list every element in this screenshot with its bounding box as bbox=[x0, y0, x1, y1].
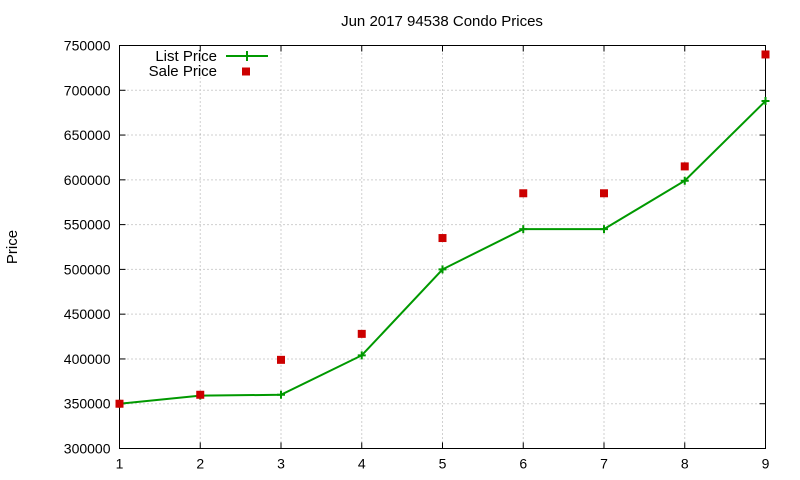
legend-label-list-price: List Price bbox=[155, 48, 217, 65]
legend-marker-sale-price bbox=[242, 67, 250, 76]
legend-label-sale-price: Sale Price bbox=[149, 63, 217, 80]
series bbox=[115, 50, 770, 408]
data-point-list-price bbox=[680, 176, 689, 185]
data-point-sale-price bbox=[519, 189, 528, 198]
y-tick-label: 450000 bbox=[64, 306, 111, 322]
y-tick-label: 700000 bbox=[64, 82, 111, 98]
x-tick-label: 8 bbox=[681, 456, 689, 472]
y-tick-label: 350000 bbox=[64, 396, 111, 412]
data-point-sale-price bbox=[357, 329, 366, 338]
x-tick-label: 3 bbox=[277, 456, 285, 472]
data-point-list-price bbox=[519, 225, 528, 234]
x-tick-label: 4 bbox=[358, 456, 366, 472]
grid bbox=[119, 45, 766, 449]
chart-title: Jun 2017 94538 Condo Prices bbox=[341, 13, 543, 30]
y-axis-label: Price bbox=[4, 230, 21, 264]
data-point-sale-price bbox=[196, 390, 205, 399]
series-list-price bbox=[115, 97, 770, 408]
data-point-list-price bbox=[438, 265, 447, 274]
series-sale-price bbox=[115, 50, 770, 408]
x-tick-label: 9 bbox=[762, 456, 770, 472]
axis-ticks: 1 2 3 4 5 6 7 8 9 300000 350000 400000 450000 500000 5… bbox=[64, 38, 770, 472]
x-tick-label: 6 bbox=[519, 456, 527, 472]
x-tick-label: 2 bbox=[196, 456, 204, 472]
data-point-sale-price bbox=[680, 162, 689, 171]
data-point-sale-price bbox=[115, 399, 124, 408]
y-tick-label: 550000 bbox=[64, 217, 111, 233]
x-tick-label: 1 bbox=[116, 456, 124, 472]
data-point-sale-price bbox=[438, 234, 447, 243]
data-point-list-price bbox=[761, 97, 770, 106]
x-tick-label: 7 bbox=[600, 456, 608, 472]
x-tick-label: 5 bbox=[439, 456, 447, 472]
data-point-list-price bbox=[357, 351, 366, 360]
data-point-sale-price bbox=[277, 355, 285, 364]
y-tick-label: 500000 bbox=[64, 261, 111, 277]
y-tick-label: 600000 bbox=[64, 172, 111, 188]
legend-marker-list-price bbox=[242, 51, 252, 61]
y-tick-label: 300000 bbox=[64, 441, 111, 457]
data-point-list-price bbox=[600, 225, 608, 234]
y-tick-label: 650000 bbox=[64, 127, 111, 143]
data-point-sale-price bbox=[761, 50, 770, 59]
data-point-list-price bbox=[277, 390, 285, 399]
data-point-sale-price bbox=[600, 189, 608, 198]
y-tick-label: 400000 bbox=[64, 351, 111, 367]
legend: List Price Sale Price bbox=[149, 48, 268, 80]
y-tick-label: 750000 bbox=[64, 38, 111, 54]
